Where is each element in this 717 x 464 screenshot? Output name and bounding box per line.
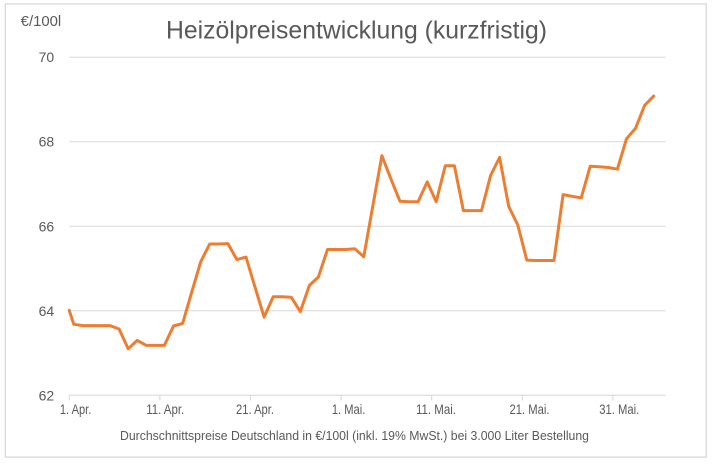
svg-text:11. Mai.: 11. Mai. [416,402,456,417]
svg-text:62: 62 [39,387,55,403]
svg-text:21. Apr.: 21. Apr. [236,402,274,417]
svg-text:Durchschnittspreise Deutschlan: Durchschnittspreise Deutschland in €/100… [120,428,589,443]
svg-text:64: 64 [39,303,55,319]
svg-text:31. Mai.: 31. Mai. [599,402,639,417]
svg-text:1. Mai.: 1. Mai. [332,402,366,417]
svg-text:21. Mai.: 21. Mai. [510,402,550,417]
svg-text:68: 68 [39,134,55,150]
svg-text:1. Apr.: 1. Apr. [60,402,92,417]
svg-text:Heizölpreisentwicklung (kurzfr: Heizölpreisentwicklung (kurzfristig) [166,17,547,44]
svg-text:70: 70 [39,49,55,65]
svg-text:66: 66 [39,218,55,234]
svg-text:11. Apr.: 11. Apr. [146,402,184,417]
svg-text:€/100l: €/100l [21,14,62,30]
